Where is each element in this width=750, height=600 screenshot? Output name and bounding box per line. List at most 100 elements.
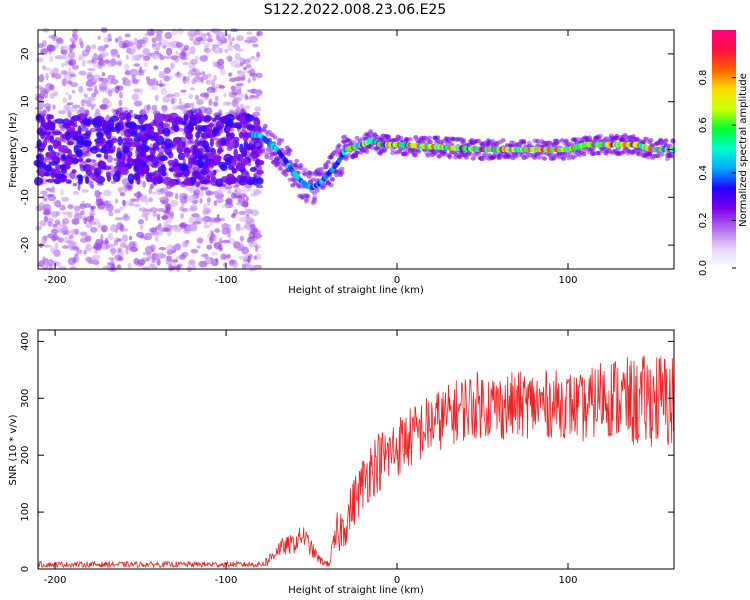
spectrogram-band-cell: [218, 161, 228, 169]
spectrogram-band-cell: [58, 145, 69, 153]
spectrogram-noise-cell: [42, 266, 49, 271]
spectrogram-noise-cell: [98, 85, 107, 92]
spectrogram-x-axis-label: Height of straight line (km): [288, 285, 424, 296]
spectrogram-noise-cell: [132, 74, 136, 81]
spectrogram-band-cell: [151, 146, 160, 151]
spectrogram-halo-cell: [368, 130, 374, 136]
spectrogram-noise-cell: [253, 255, 258, 261]
spectrogram-noise-cell: [69, 73, 77, 78]
spectrogram-noise-cell: [71, 104, 81, 109]
x-tick-label: 0: [394, 275, 400, 286]
spectrogram-noise-cell: [210, 251, 219, 256]
spectrogram-noise-cell: [119, 107, 123, 112]
spectrogram-noise-cell: [84, 93, 88, 99]
colorbar-tick-label: 0.6: [698, 117, 709, 133]
spectrogram-noise-cell: [91, 44, 97, 50]
spectrogram-noise-cell: [79, 162, 84, 168]
spectrogram-noise-cell: [110, 52, 120, 58]
spectrogram-noise-cell: [155, 80, 159, 86]
spectrogram-band-cell: [181, 121, 187, 125]
spectrogram-band-cell: [105, 171, 111, 179]
spectrogram-halo-cell: [416, 149, 422, 154]
spectrogram-noise-cell: [108, 89, 113, 97]
spectrogram-noise-cell: [123, 213, 128, 219]
spectrogram-noise-cell: [91, 54, 100, 59]
spectrogram-noise-cell: [204, 42, 211, 48]
spectrogram-band-cell: [180, 162, 188, 171]
spectrogram-noise-cell: [88, 218, 92, 223]
spectrogram-band-cell: [130, 131, 138, 137]
spectrogram-noise-cell: [119, 192, 126, 197]
spectrogram-band-cell: [85, 176, 90, 184]
spectrogram-noise-cell: [65, 229, 70, 236]
spectrogram-noise-cell: [138, 219, 144, 225]
spectrogram-noise-cell: [199, 40, 207, 45]
spectrogram-noise-cell: [252, 43, 259, 48]
spectrogram-noise-cell: [83, 146, 87, 152]
spectrogram-noise-cell: [148, 187, 153, 195]
spectrogram-band-cell: [67, 140, 75, 146]
spectrogram-noise-cell: [40, 195, 49, 200]
spectrogram-noise-cell: [204, 92, 210, 98]
snr-y-axis-label: SNR (10 * v/v): [8, 414, 19, 485]
spectrogram-noise-cell: [182, 61, 190, 66]
spectrogram-band-cell: [255, 159, 265, 166]
spectrogram-noise-cell: [155, 47, 160, 52]
spectrogram-halo-cell: [286, 151, 292, 157]
spectrogram-halo-cell: [559, 138, 565, 143]
spectrogram-noise-cell: [67, 257, 76, 266]
spectrogram-band-cell: [77, 125, 82, 135]
spectrogram-noise-cell: [67, 110, 72, 118]
spectrogram-noise-cell: [45, 72, 49, 81]
spectrogram-halo-cell: [427, 135, 432, 140]
spectrogram-noise-cell: [119, 242, 126, 248]
colorbar-tick-label: 0.4: [698, 165, 709, 181]
spectrogram-noise-cell: [239, 235, 245, 242]
spectrogram-noise-cell: [244, 105, 251, 110]
spectrogram-halo-cell: [648, 137, 654, 143]
snr-plot-area: [38, 330, 674, 569]
spectrogram-band-cell: [95, 127, 103, 132]
colorbar-tick-label: 0.8: [698, 70, 709, 86]
spectrogram-noise-cell: [235, 84, 242, 92]
spectrogram-band-cell: [152, 170, 163, 179]
spectrogram-halo-cell: [581, 148, 587, 154]
spectrogram-noise-cell: [43, 208, 51, 216]
spectrogram-noise-cell: [152, 252, 159, 260]
spectrogram-noise-cell: [204, 256, 214, 265]
x-tick-label: 0: [394, 575, 400, 586]
spectrogram-noise-cell: [95, 198, 104, 207]
spectrogram-noise-cell: [64, 92, 70, 96]
spectrogram-noise-cell: [52, 104, 56, 110]
spectrogram-noise-cell: [71, 89, 76, 94]
spectrogram-noise-cell: [218, 85, 225, 89]
spectrogram-noise-cell: [125, 200, 134, 206]
spectrogram-noise-cell: [141, 213, 146, 218]
spectrogram-noise-cell: [180, 55, 188, 61]
spectrogram-halo-cell: [447, 154, 453, 160]
spectrogram-noise-cell: [68, 94, 72, 101]
spectrogram-noise-cell: [40, 48, 48, 55]
spectrogram-band-cell: [230, 158, 236, 168]
spectrogram-halo-cell: [461, 138, 467, 143]
spectrogram-noise-cell: [61, 196, 70, 202]
spectrogram-band-cell: [203, 166, 210, 174]
spectrogram-noise-cell: [49, 84, 55, 91]
spectrogram-band-cell: [45, 153, 54, 158]
spectrogram-noise-cell: [35, 95, 45, 102]
spectrogram-band-cell: [144, 128, 154, 136]
spectrogram-band-cell: [127, 173, 135, 183]
spectrogram-noise-cell: [61, 211, 71, 216]
spectrogram-noise-cell: [92, 60, 100, 69]
spectrogram-noise-cell: [194, 69, 201, 75]
spectrogram-noise-cell: [182, 108, 187, 114]
spectrogram-noise-cell: [217, 194, 225, 199]
spectrogram-noise-cell: [227, 33, 232, 42]
spectrogram-noise-cell: [193, 189, 201, 196]
spectrogram-noise-cell: [76, 109, 83, 115]
spectrogram-noise-cell: [108, 210, 114, 217]
spectrogram-halo-cell: [463, 155, 469, 160]
spectrogram-noise-cell: [234, 52, 241, 61]
spectrogram-halo-cell: [354, 150, 360, 155]
spectrogram-noise-cell: [166, 244, 175, 253]
